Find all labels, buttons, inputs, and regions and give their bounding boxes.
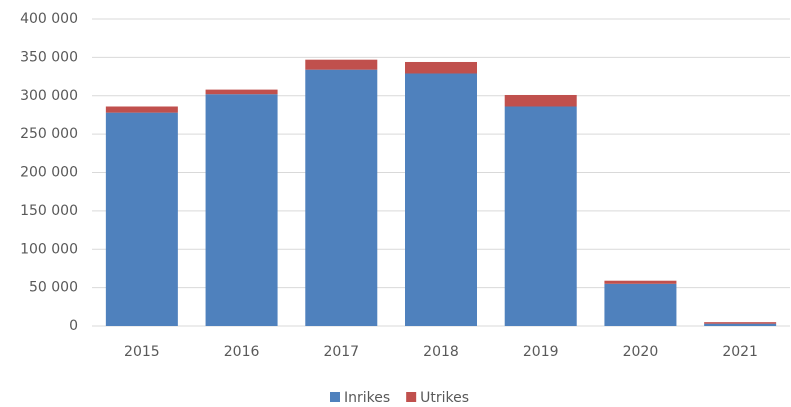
bar-segment xyxy=(504,106,577,327)
bar-segment xyxy=(305,59,378,70)
y-tick-label: 150 000 xyxy=(20,203,78,219)
legend-label: Utrikes xyxy=(420,390,469,406)
y-tick-label: 0 xyxy=(69,318,78,334)
bar-segment xyxy=(704,322,777,324)
legend-label: Inrikes xyxy=(344,390,390,406)
legend-swatch xyxy=(330,392,340,402)
bar-segment xyxy=(604,283,677,326)
bar-segment xyxy=(105,112,178,326)
x-tick-label: 2021 xyxy=(722,344,758,360)
bar-segment xyxy=(405,61,477,74)
x-tick-label: 2016 xyxy=(224,344,260,360)
bar-segment xyxy=(604,280,677,284)
y-tick-label: 50 000 xyxy=(29,280,78,296)
y-tick-label: 100 000 xyxy=(20,241,78,257)
bar-segment xyxy=(105,106,178,113)
bar-segment xyxy=(704,323,777,326)
x-tick-label: 2018 xyxy=(423,344,459,360)
y-tick-label: 350 000 xyxy=(20,49,78,65)
x-tick-label: 2019 xyxy=(523,344,559,360)
bar-segment xyxy=(405,73,477,327)
y-tick-label: 400 000 xyxy=(20,11,78,27)
bar-segment xyxy=(205,89,278,95)
bar-segment xyxy=(305,69,378,326)
x-tick-label: 2017 xyxy=(323,344,359,360)
x-tick-label: 2020 xyxy=(623,344,659,360)
x-tick-label: 2015 xyxy=(124,344,160,360)
bar-segment xyxy=(205,94,278,326)
bar-segment xyxy=(504,94,577,107)
y-tick-label: 250 000 xyxy=(20,126,78,142)
legend-swatch xyxy=(406,392,417,402)
y-tick-label: 200 000 xyxy=(20,165,78,181)
y-tick-label: 300 000 xyxy=(20,88,78,104)
